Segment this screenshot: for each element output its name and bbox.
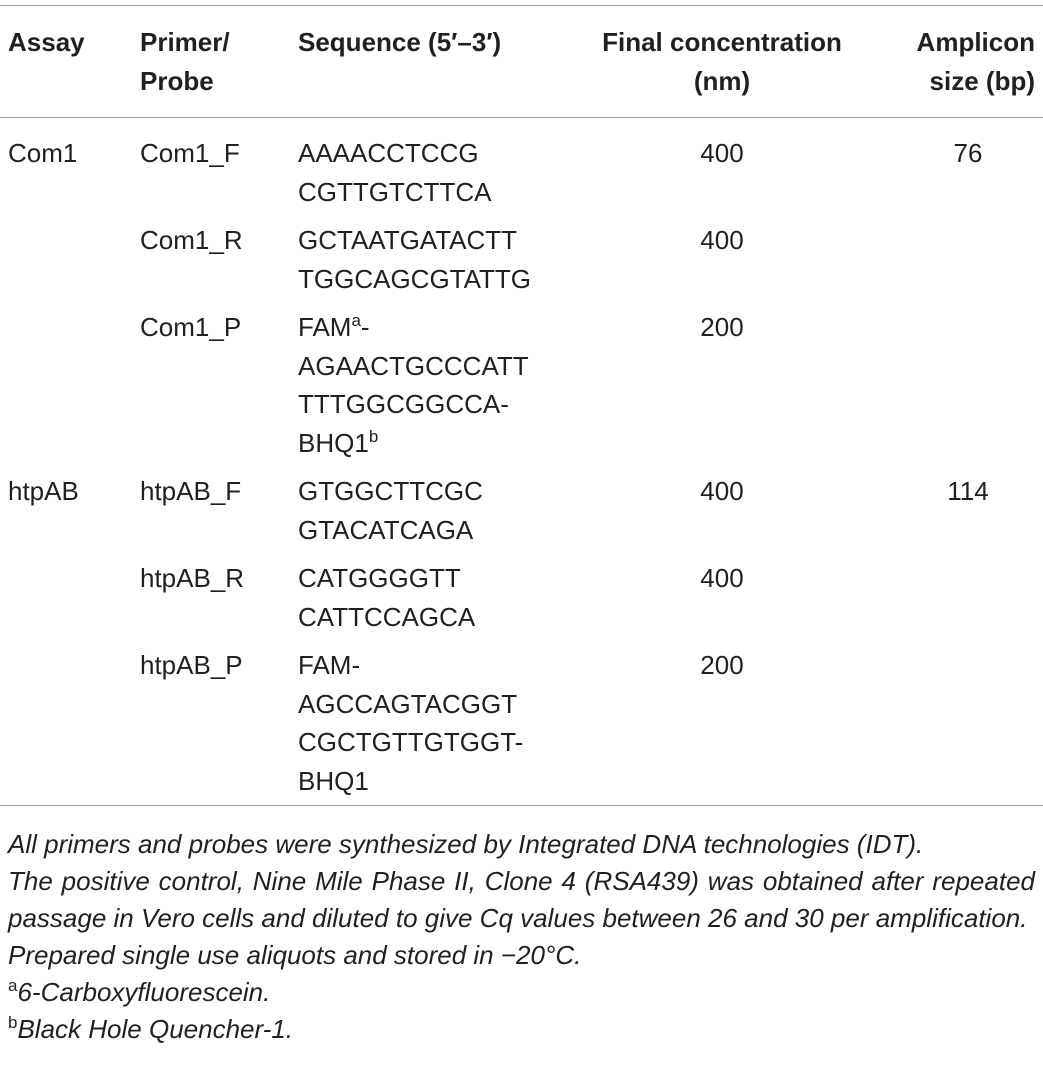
sequence-line: FAM- (298, 650, 361, 680)
sequence-line: CATTCCAGCA (298, 601, 476, 632)
header-cell: Assay (8, 27, 85, 57)
primer-name: Com1_R (140, 225, 243, 255)
sequence-line: AGAACTGCCCATT (298, 350, 529, 381)
concentration: 400 (700, 476, 744, 506)
concentration: 200 (700, 312, 744, 342)
footnote-mark: a (8, 976, 18, 995)
header-cell: Primer/ (140, 27, 230, 57)
primer-name: htpAB_P (140, 650, 243, 680)
primer-name: htpAB_F (140, 476, 242, 506)
footnote-text: The positive control, Nine Mile Phase II… (8, 866, 1035, 933)
sequence-line: BHQ1 (298, 765, 369, 796)
header-rule (0, 117, 1043, 118)
superscript: b (368, 426, 379, 446)
sequence-line: CATGGGGTT (298, 563, 461, 593)
sequence-text: - (360, 312, 370, 342)
footnote-text: Prepared single use aliquots and stored … (8, 940, 582, 970)
concentration: 400 (700, 225, 744, 255)
amplicon-cell: 76 (953, 138, 983, 168)
footnote-mark: b (8, 1013, 18, 1032)
concentration: 400 (700, 563, 744, 593)
sequence-line: TTTGGCGGCCA- (298, 389, 509, 419)
footnote: a6-Carboxyfluorescein. (8, 974, 1035, 1011)
footnotes: All primers and probes were synthesized … (8, 826, 1035, 1048)
footnote: Prepared single use aliquots and stored … (8, 937, 1035, 974)
concentration: 200 (700, 650, 744, 680)
footnote: The positive control, Nine Mile Phase II… (8, 863, 1035, 937)
sequence-line: GCTAATGATACTT (298, 225, 518, 255)
assay-cell: Com1 (8, 138, 78, 168)
header-cell: Final concentration (602, 27, 842, 57)
footnote: bBlack Hole Quencher-1. (8, 1011, 1035, 1048)
sequence-line: CGTTGTCTTCA (298, 176, 492, 207)
footnote-text: 6-Carboxyfluorescein. (17, 977, 271, 1007)
sequence-text: FAM (298, 312, 352, 342)
top-rule (0, 5, 1043, 6)
header-cell: Sequence (5′–3′) (298, 27, 502, 57)
sequence-line: TGGCAGCGTATTG (298, 263, 532, 294)
footnote-text: Black Hole Quencher-1. (17, 1014, 294, 1044)
header-cell: (nm) (693, 65, 751, 96)
superscript: a (351, 311, 361, 330)
footnote-text: All primers and probes were synthesized … (8, 829, 924, 859)
sequence-line: AGCCAGTACGGT (298, 688, 518, 719)
sequence-line: GTGGCTTCGC (298, 476, 483, 506)
primer-name: htpAB_R (140, 563, 245, 593)
header-cell: Probe (140, 65, 214, 96)
header-cell: size (bp) (929, 65, 1035, 96)
primer-name: Com1_P (140, 312, 242, 342)
sequence-line: GTACATCAGA (298, 514, 474, 545)
amplicon-cell: 114 (947, 476, 989, 506)
primer-name: Com1_F (140, 138, 240, 168)
sequence-line: FAMa- (298, 308, 370, 346)
header-cell: Amplicon (916, 27, 1035, 57)
footnote: All primers and probes were synthesized … (8, 826, 1035, 863)
assay-cell: htpAB (8, 476, 79, 506)
sequence-line: CGCTGTTGTGGT- (298, 727, 524, 757)
sequence-line: AAAACCTCCG (298, 138, 479, 168)
bottom-rule (0, 805, 1043, 806)
sequence-line: BHQ1b (298, 424, 378, 462)
sequence-text: BHQ1 (298, 427, 369, 458)
concentration: 400 (700, 138, 744, 168)
